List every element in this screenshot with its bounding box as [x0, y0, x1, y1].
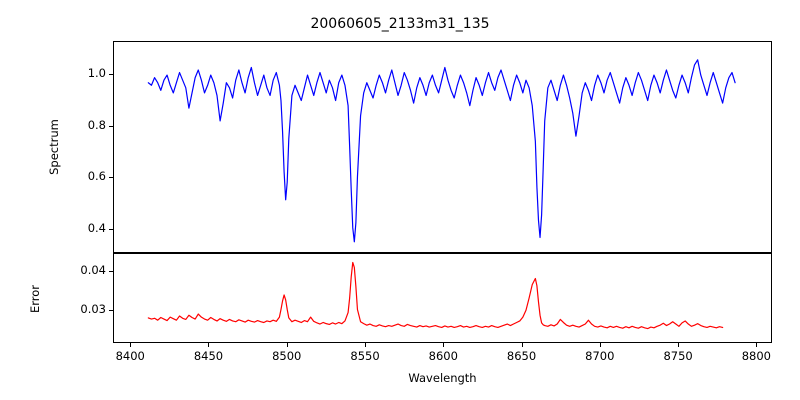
- axis-tick: [522, 343, 523, 347]
- axis-tick: [109, 74, 113, 75]
- spectrum-axes: [113, 41, 772, 253]
- x-tick-label: 8700: [585, 349, 615, 363]
- x-tick-label: 8800: [741, 349, 771, 363]
- x-tick-label: 8600: [428, 349, 458, 363]
- axis-tick: [756, 343, 757, 347]
- axis-tick: [130, 343, 131, 347]
- axis-tick: [678, 343, 679, 347]
- axis-tick: [287, 343, 288, 347]
- axis-tick: [443, 343, 444, 347]
- plot-title: 20060605_2133m31_135: [310, 16, 490, 32]
- y-tick-label: 0.03: [80, 301, 106, 316]
- y-tick-label: 0.4: [87, 220, 106, 235]
- error-y-axis-label: Error: [28, 284, 42, 314]
- x-tick-label: 8500: [272, 349, 302, 363]
- x-tick-label: 8650: [506, 349, 537, 363]
- x-tick-label: 8750: [663, 349, 693, 363]
- x-tick-label: 8400: [115, 349, 145, 363]
- axis-tick: [109, 271, 113, 272]
- axis-tick: [365, 343, 366, 347]
- x-tick-label: 8450: [193, 349, 224, 363]
- y-tick-label: 0.6: [87, 169, 106, 184]
- axis-tick: [109, 126, 113, 127]
- spectrum-y-axis-label: Spectrum: [47, 119, 61, 175]
- y-tick-label: 0.8: [87, 117, 106, 132]
- spectrum-line-series: [114, 42, 771, 252]
- axis-tick: [109, 229, 113, 230]
- x-axis-label: Wavelength: [408, 371, 477, 385]
- axis-tick: [109, 310, 113, 311]
- y-tick-label: 1.0: [87, 66, 106, 81]
- y-tick-label: 0.04: [80, 262, 106, 277]
- error-line-series: [114, 254, 771, 342]
- axis-tick: [109, 177, 113, 178]
- x-tick-label: 8550: [350, 349, 380, 363]
- error-axes: [113, 253, 772, 343]
- axis-tick: [600, 343, 601, 347]
- axis-tick: [208, 343, 209, 347]
